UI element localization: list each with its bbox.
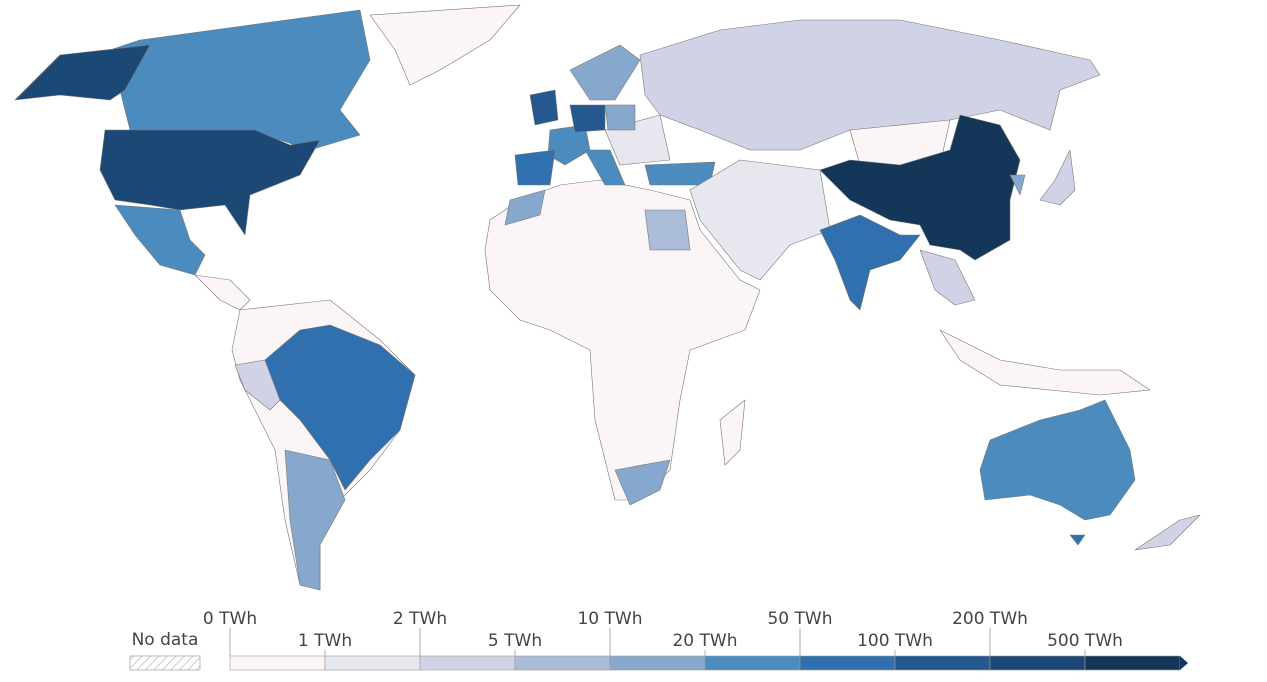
- legend-swatch: [609, 655, 706, 671]
- legend: No data 0 TWh 1 TWh 2 TWh 5 TWh 10 TWh 20 TWh…: [129, 609, 1188, 671]
- legend-tick-label: 200 TWh: [952, 609, 1028, 629]
- no-data-label: No data: [132, 630, 199, 650]
- legend-swatch: [229, 655, 326, 671]
- legend-tick-label: 20 TWh: [672, 631, 737, 651]
- legend-arrow: [1180, 656, 1188, 670]
- middle-east: [689, 159, 831, 281]
- south-africa: [614, 459, 671, 506]
- legend-tick-label: 2 TWh: [393, 609, 447, 629]
- peru: [234, 359, 281, 411]
- new-zealand: [1134, 514, 1201, 551]
- germany: [569, 104, 606, 133]
- argentina: [284, 449, 346, 591]
- russia: [639, 19, 1101, 151]
- legend-swatch: [989, 655, 1086, 671]
- legend-tick-label: 100 TWh: [857, 631, 933, 651]
- australia: [979, 399, 1136, 521]
- legend-swatch: [419, 655, 516, 671]
- legend-swatch: [799, 655, 896, 671]
- legend-swatch: [894, 655, 991, 671]
- legend-swatch: [704, 655, 801, 671]
- brazil: [264, 324, 416, 491]
- united-states: [99, 129, 321, 236]
- india: [819, 214, 921, 311]
- central-america: [194, 274, 251, 311]
- indonesia: [939, 329, 1151, 396]
- legend-swatch: [514, 655, 611, 671]
- legend-swatch: [324, 655, 421, 671]
- legend-tick-label: 50 TWh: [767, 609, 832, 629]
- canada: [109, 9, 371, 151]
- scandinavia: [569, 44, 641, 101]
- countries: [14, 4, 1201, 591]
- alaska: [14, 44, 151, 101]
- legend-swatch: [1084, 655, 1181, 671]
- mexico: [114, 204, 206, 276]
- japan: [1039, 149, 1076, 206]
- united-kingdom: [529, 89, 559, 126]
- italy: [584, 149, 626, 186]
- legend-tick-label: 10 TWh: [577, 609, 642, 629]
- legend-tick-label: 500 TWh: [1047, 631, 1123, 651]
- southeast-asia: [919, 249, 976, 306]
- legend-tick-label: 5 TWh: [488, 631, 542, 651]
- greenland: [369, 4, 521, 86]
- china: [819, 114, 1021, 261]
- morocco: [504, 189, 546, 226]
- poland: [604, 104, 636, 131]
- legend-tick-label: 0 TWh: [203, 609, 257, 629]
- no-data-swatch: [129, 655, 201, 671]
- spain: [514, 149, 556, 186]
- legend-tick-label: 1 TWh: [298, 631, 352, 651]
- madagascar: [719, 399, 746, 466]
- egypt: [644, 209, 691, 251]
- tasmania: [1069, 534, 1086, 546]
- korea: [1009, 174, 1026, 196]
